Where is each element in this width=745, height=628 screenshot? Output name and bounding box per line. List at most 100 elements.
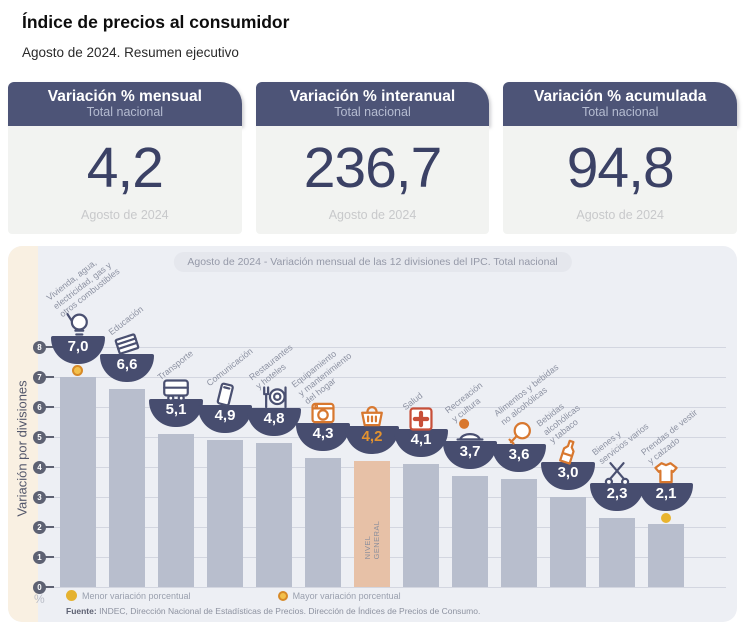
bar-value: 3,7 — [459, 443, 481, 460]
chart-title-pill: Agosto de 2024 - Variación mensual de la… — [173, 252, 572, 272]
bar — [648, 524, 684, 587]
bar — [599, 518, 635, 587]
bar-value: 6,6 — [116, 356, 138, 373]
kpi-value: 94,8 — [566, 136, 675, 200]
kpi-card-header: Variación % mensual Total nacional — [8, 82, 242, 126]
bar: NIVEL GENERAL — [354, 461, 390, 587]
lightbulb-icon — [61, 309, 95, 343]
bar-value: 4,9 — [214, 407, 236, 424]
bar-value: 3,0 — [557, 464, 579, 481]
bar — [109, 389, 145, 587]
nivel-general-bar-label: NIVEL GENERAL — [363, 520, 381, 560]
y-axis-tick-stem — [44, 586, 54, 588]
kpi-card-interanual: Variación % interanual Total nacional 23… — [255, 82, 490, 234]
bus-icon — [159, 372, 193, 406]
gridline — [50, 346, 726, 348]
bar-value: 4,3 — [312, 425, 334, 442]
kpi-card-body: 4,2 Agosto de 2024 — [8, 126, 242, 234]
percent-symbol: % — [34, 592, 45, 606]
kpi-card-title: Variación % acumulada — [534, 88, 707, 106]
kpi-card-acumulada: Variación % acumulada Total nacional 94,… — [503, 82, 738, 234]
y-axis-tick: 8 — [33, 340, 46, 354]
bar — [550, 497, 586, 587]
bar-value: 4,2 — [361, 428, 383, 445]
chart-legend: Menor variación porcentual Mayor variaci… — [66, 590, 401, 601]
kpi-period: Agosto de 2024 — [328, 208, 417, 222]
legend-label-menor: Menor variación porcentual — [82, 590, 191, 601]
kpi-card-subtitle: Total nacional — [86, 105, 164, 120]
legend-item-mayor: Mayor variación porcentual — [277, 590, 401, 601]
source-note: Fuente: INDEC, Dirección Nacional de Est… — [66, 606, 480, 616]
y-axis-tick: 7 — [33, 370, 46, 384]
bar — [60, 377, 96, 587]
bar — [452, 476, 488, 587]
page-subtitle: Agosto de 2024. Resumen ejecutivo — [22, 45, 239, 60]
medical-cross-icon — [404, 402, 438, 436]
kpi-card-header: Variación % acumulada Total nacional — [503, 82, 738, 126]
kpi-value: 236,7 — [303, 136, 443, 200]
y-axis-tick: 4 — [33, 460, 46, 474]
scissors-icon — [600, 456, 634, 490]
bar-value: 4,1 — [410, 431, 432, 448]
kpi-card-mensual: Variación % mensual Total nacional 4,2 A… — [8, 82, 242, 234]
y-axis-tick-stem — [44, 406, 54, 408]
bottles-icon — [551, 435, 585, 469]
y-axis-tick-stem — [44, 466, 54, 468]
bar — [256, 443, 292, 587]
kpi-cards-row: Variación % mensual Total nacional 4,2 A… — [8, 82, 738, 234]
appliance-icon — [306, 396, 340, 430]
bar-value: 3,6 — [508, 446, 530, 463]
gridline — [50, 406, 726, 408]
bar — [501, 479, 537, 587]
y-axis-tick: 2 — [33, 520, 46, 534]
kpi-card-subtitle: Total nacional — [581, 105, 659, 120]
sun-hat-icon — [453, 414, 487, 448]
y-axis-tick: 5 — [33, 430, 46, 444]
bar-value: 4,8 — [263, 410, 285, 427]
gridline — [50, 586, 726, 588]
kpi-card-title: Variación % mensual — [47, 88, 202, 106]
books-icon — [110, 327, 144, 361]
bar-value: 5,1 — [165, 401, 187, 418]
y-axis-tick-stem — [44, 556, 54, 558]
legend-dot-menor — [66, 590, 77, 601]
legend-dot-mayor — [277, 590, 288, 601]
chart-panel: Variación por divisiones Agosto de 2024 … — [8, 246, 737, 622]
smartphone-icon — [208, 378, 242, 412]
kpi-card-title: Variación % interanual — [289, 88, 456, 106]
bar — [305, 458, 341, 587]
kpi-card-body: 94,8 Agosto de 2024 — [503, 126, 738, 234]
kpi-card-subtitle: Total nacional — [334, 105, 411, 120]
bar-value: 2,3 — [606, 485, 628, 502]
bar-value: 2,1 — [655, 485, 677, 502]
y-axis-tick: 3 — [33, 490, 46, 504]
tshirt-icon — [649, 456, 683, 490]
plot-area: 0 1 2 3 4 5 6 7 8 7,0 Vivienda, agua, electricidad,… — [8, 246, 737, 622]
marker-dot-mayor — [72, 365, 83, 376]
y-axis-tick: 1 — [33, 550, 46, 564]
kpi-period: Agosto de 2024 — [576, 208, 664, 222]
y-axis-tick-stem — [44, 526, 54, 528]
bar-value: 7,0 — [67, 338, 89, 355]
poultry-icon — [502, 417, 536, 451]
y-axis-tick-stem — [44, 376, 54, 378]
kpi-card-header: Variación % interanual Total nacional — [255, 82, 490, 126]
gridline — [50, 376, 726, 378]
y-axis-tick-stem — [44, 496, 54, 498]
y-axis-tick: 0 — [33, 580, 46, 594]
y-axis-tick-stem — [44, 346, 54, 348]
page-title: Índice de precios al consumidor — [22, 12, 290, 32]
legend-label-mayor: Mayor variación porcentual — [292, 590, 401, 601]
bar — [207, 440, 243, 587]
bar — [158, 434, 194, 587]
legend-item-menor: Menor variación porcentual — [66, 590, 191, 601]
bar — [403, 464, 439, 587]
source-text: INDEC, Dirección Nacional de Estadística… — [96, 606, 481, 616]
marker-dot-menor — [661, 513, 671, 523]
kpi-card-body: 236,7 Agosto de 2024 — [255, 126, 490, 234]
kpi-value: 4,2 — [86, 136, 164, 200]
cutlery-icon — [257, 381, 291, 415]
y-axis-tick-stem — [44, 436, 54, 438]
source-prefix: Fuente: — [66, 606, 97, 616]
